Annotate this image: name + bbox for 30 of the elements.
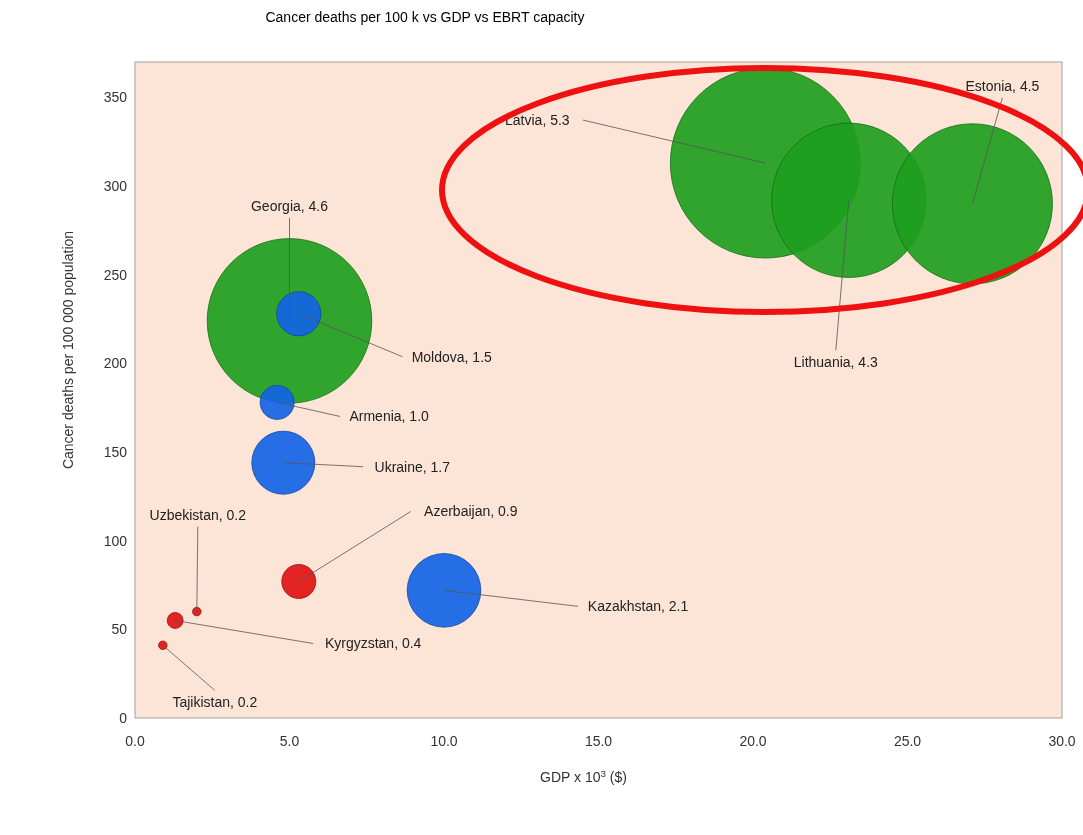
annotation: Latvia, 5.3	[505, 111, 570, 128]
y-tick-label: 350	[103, 89, 128, 106]
annotation: Kyrgyzstan, 0.4	[324, 635, 422, 652]
x-tick-label: 25.0	[893, 733, 922, 749]
x-tick-label: 20.0	[739, 733, 767, 749]
annotation: Georgia, 4.6	[250, 197, 329, 214]
y-tick-label: 150	[103, 443, 128, 460]
y-tick-label: 250	[103, 266, 128, 283]
annotation: Ukraine, 1.7	[374, 458, 451, 475]
annotation: Estonia, 4.5	[965, 77, 1040, 94]
x-tick-label: 0.0	[125, 733, 145, 749]
x-tick-label: 10.0	[430, 733, 458, 749]
annotation: Lithuania, 4.3	[793, 354, 879, 371]
annotation: Uzbekistan, 0.2	[149, 506, 247, 523]
y-tick-label: 300	[103, 178, 128, 195]
y-tick-label: 50	[111, 621, 128, 638]
chart-title: Cancer deaths per 100 k vs GDP vs EBRT capacity	[265, 9, 585, 25]
annotation: Armenia, 1.0	[349, 408, 430, 425]
annotation: Kazakhstan, 2.1	[587, 598, 689, 615]
annotation: Moldova, 1.5	[411, 348, 493, 365]
x-tick-label: 15.0	[584, 733, 613, 749]
annotation: Azerbaijan, 0.9	[424, 503, 518, 520]
x-tick-label: 5.0	[279, 733, 300, 749]
y-tick-label: 100	[103, 532, 128, 549]
annotation: Tajikistan, 0.2	[172, 694, 258, 711]
y-axis-title: Cancer deaths per 100 000 population	[60, 230, 76, 470]
x-tick-label: 30.0	[1048, 733, 1076, 749]
y-tick-label: 200	[103, 355, 128, 372]
x-axis-title: GDP x 10$^{3}$ ($)	[540, 767, 627, 785]
y-tick-label: 0	[119, 709, 128, 726]
